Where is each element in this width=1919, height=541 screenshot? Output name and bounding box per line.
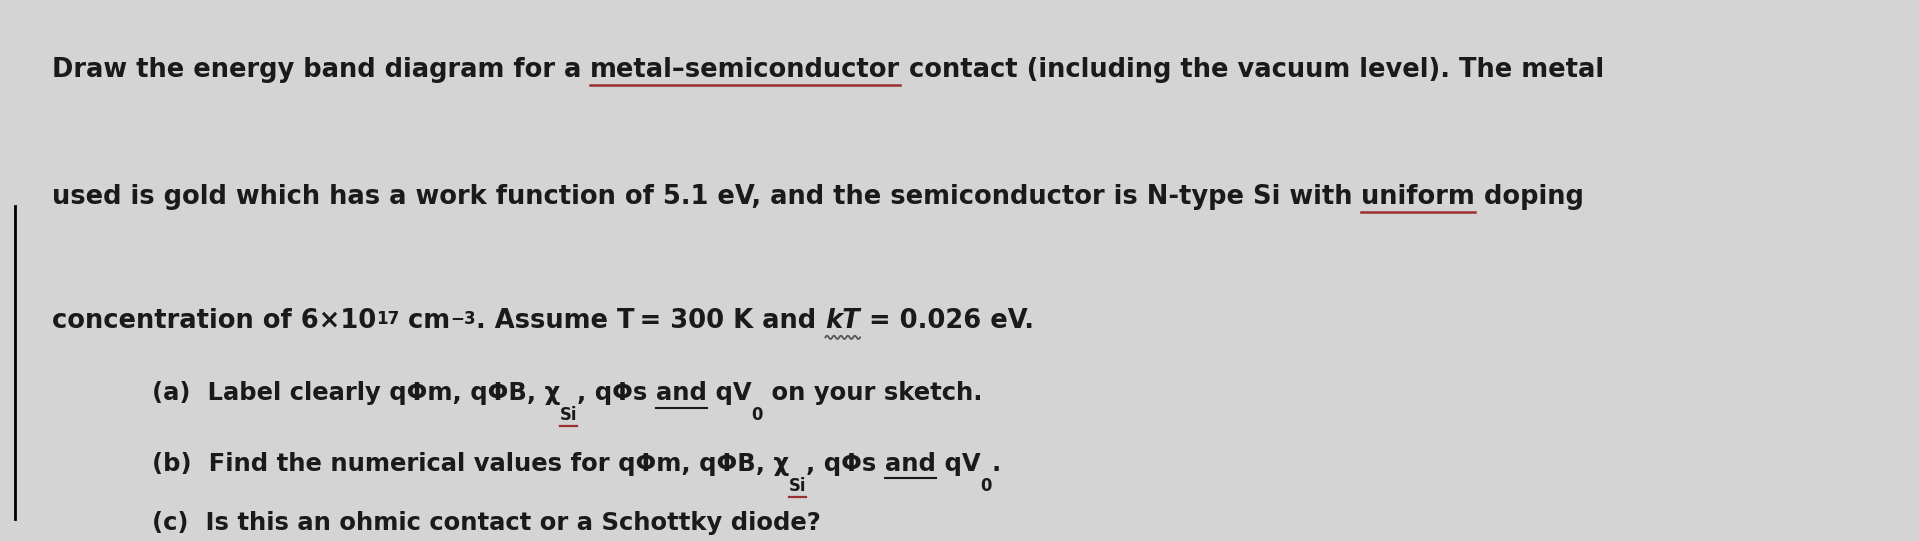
Text: 0: 0 xyxy=(752,406,764,424)
Text: . Assume T = 300 K and: . Assume T = 300 K and xyxy=(476,308,825,334)
Text: = 0.026 eV.: = 0.026 eV. xyxy=(860,308,1034,334)
Text: Draw the energy band diagram for a: Draw the energy band diagram for a xyxy=(52,57,591,83)
Text: doping: doping xyxy=(1476,184,1583,210)
Text: on your sketch.: on your sketch. xyxy=(764,381,983,405)
Text: , qΦs: , qΦs xyxy=(806,452,885,476)
Text: concentration of 6×10: concentration of 6×10 xyxy=(52,308,376,334)
Text: and: and xyxy=(656,381,706,405)
Text: .: . xyxy=(992,452,1002,476)
Text: used is gold which has a work function of 5.1 eV, and the semiconductor is N-typ: used is gold which has a work function o… xyxy=(52,184,1361,210)
Text: 17: 17 xyxy=(376,311,399,328)
Text: (c)  Is this an ohmic contact or a Schottky diode?: (c) Is this an ohmic contact or a Schott… xyxy=(152,511,821,535)
Text: 0: 0 xyxy=(981,477,992,494)
Text: qV: qV xyxy=(936,452,981,476)
Text: −3: −3 xyxy=(451,311,476,328)
Text: cm: cm xyxy=(399,308,451,334)
Text: uniform: uniform xyxy=(1361,184,1476,210)
Text: and: and xyxy=(885,452,936,476)
Text: , qΦs: , qΦs xyxy=(578,381,656,405)
Text: qV: qV xyxy=(706,381,752,405)
Text: Si: Si xyxy=(789,477,806,494)
Text: metal–semiconductor: metal–semiconductor xyxy=(591,57,900,83)
Text: Si: Si xyxy=(560,406,578,424)
Text: (a)  Label clearly qΦm, qΦB, χ: (a) Label clearly qΦm, qΦB, χ xyxy=(152,381,560,405)
Text: kT: kT xyxy=(825,308,860,334)
Text: (b)  Find the numerical values for qΦm, qΦB, χ: (b) Find the numerical values for qΦm, q… xyxy=(152,452,789,476)
Text: contact (including the vacuum level). The metal: contact (including the vacuum level). Th… xyxy=(900,57,1604,83)
